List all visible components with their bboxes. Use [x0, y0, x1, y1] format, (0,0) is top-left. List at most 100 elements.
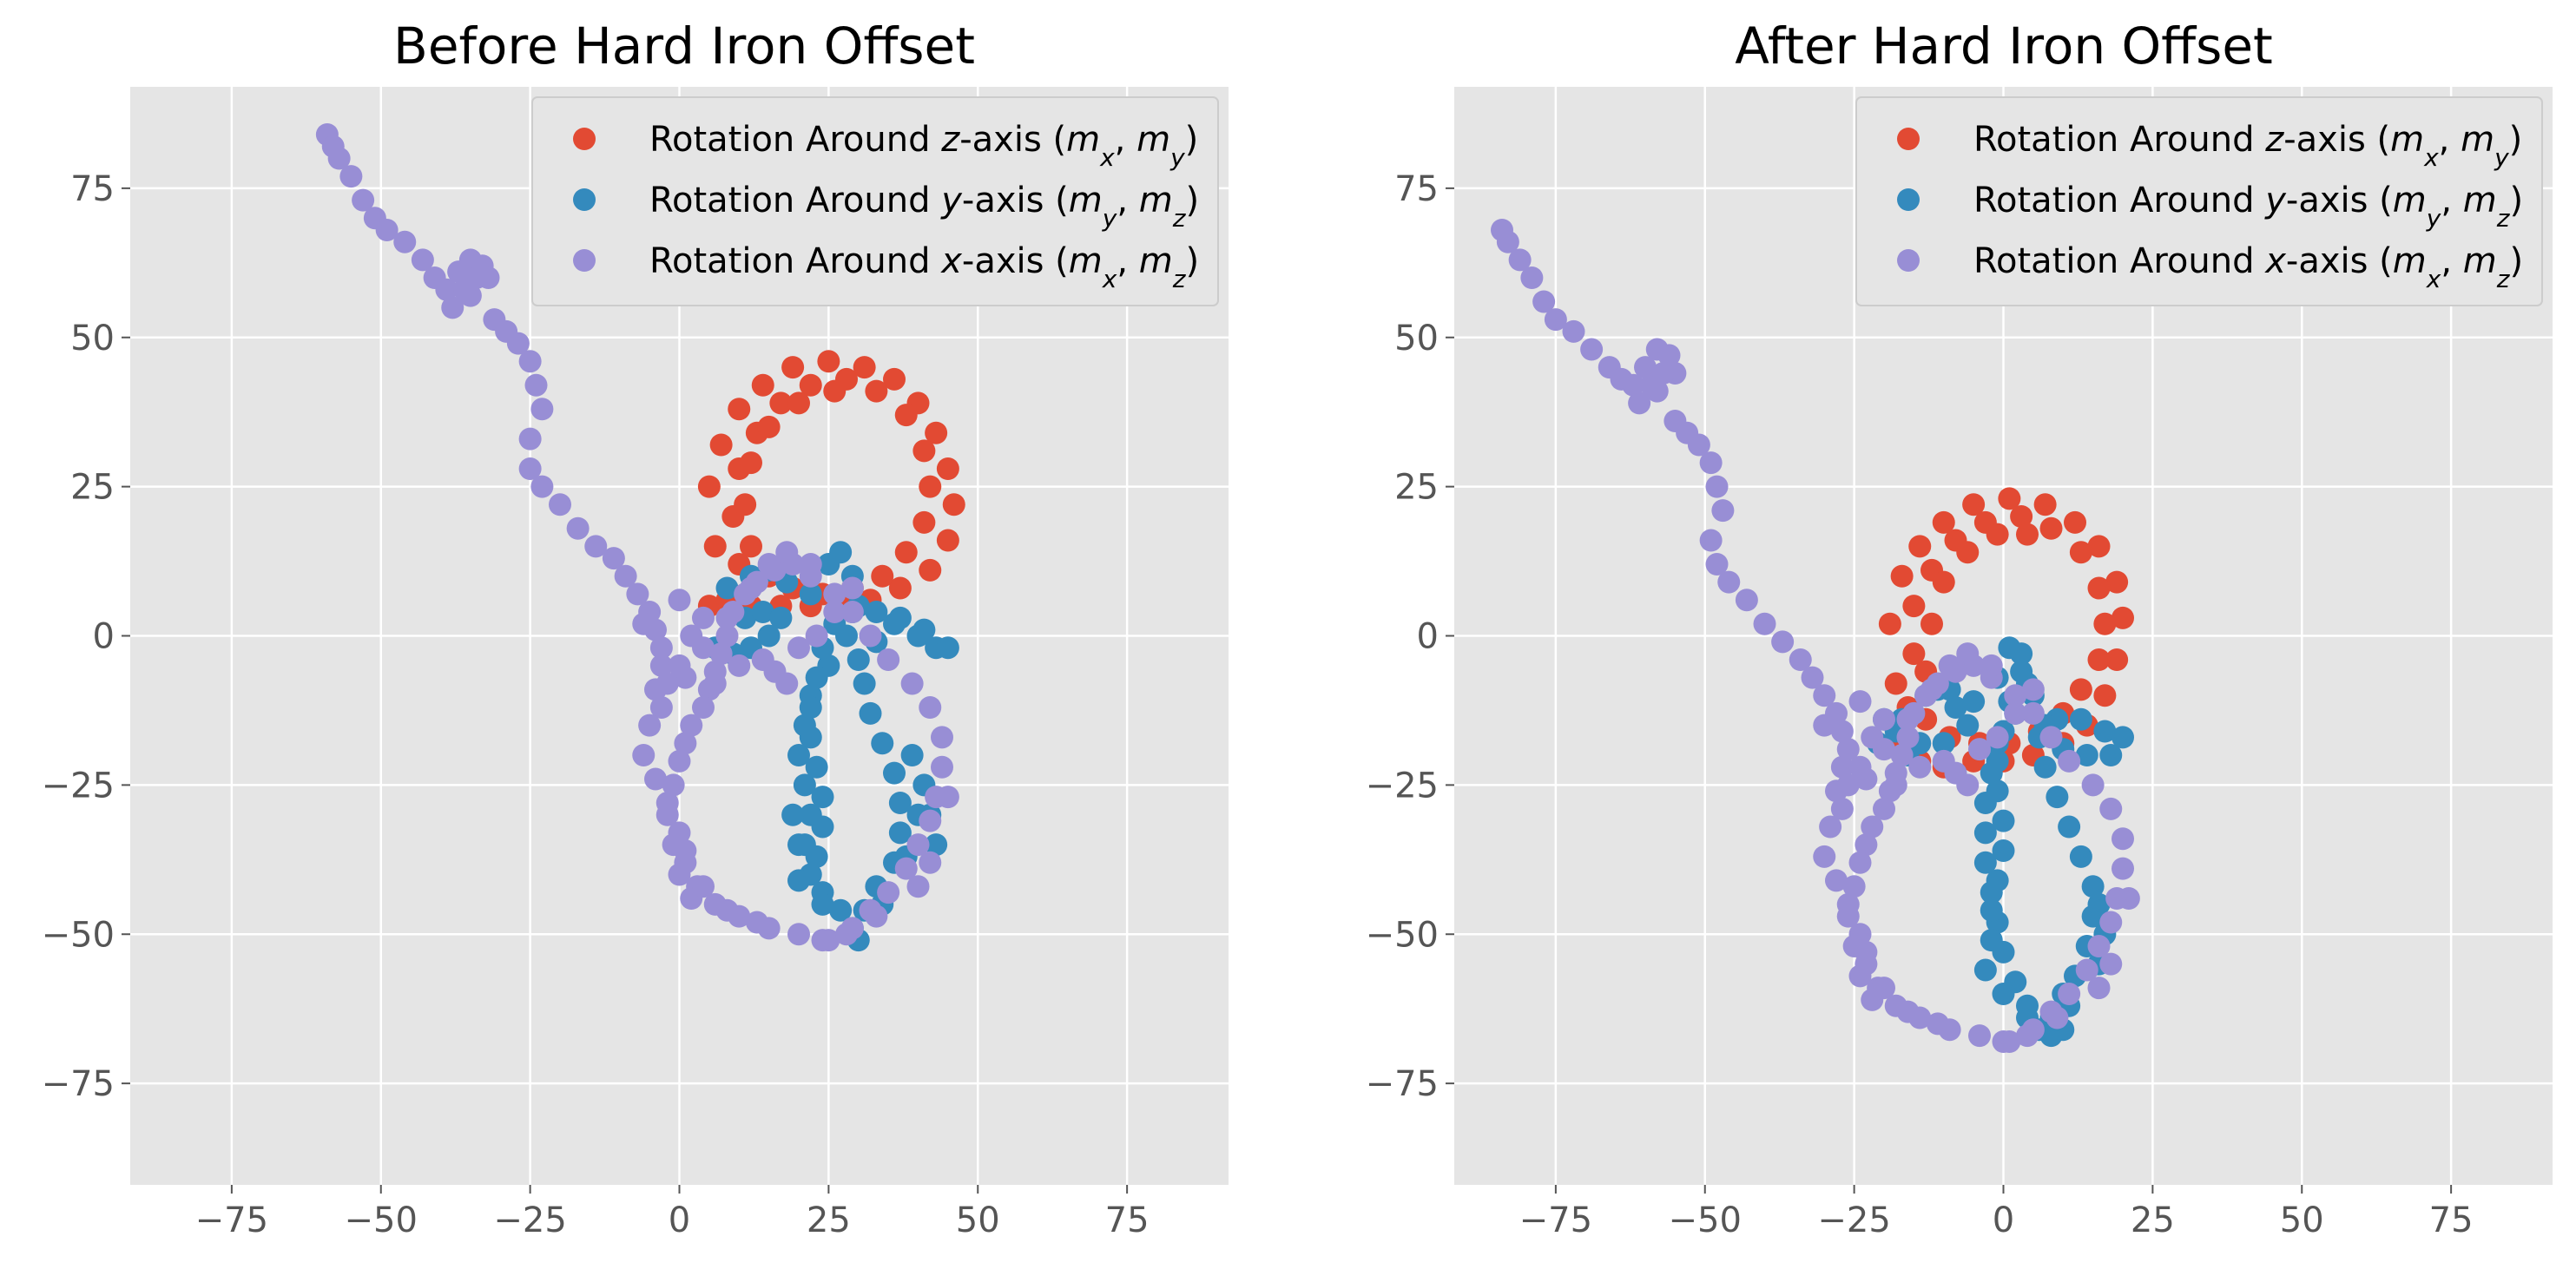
scatter-point	[1562, 319, 1585, 343]
scatter-point	[1980, 929, 2003, 952]
y-tick-label: 50	[70, 319, 115, 358]
scatter-point	[925, 421, 948, 444]
legend-marker	[1897, 249, 1920, 272]
scatter-point	[1884, 773, 1907, 797]
scatter-point	[1986, 779, 2009, 803]
scatter-point	[888, 821, 912, 845]
scatter-point	[549, 493, 571, 516]
scatter-point	[1508, 248, 1532, 272]
gridlines	[130, 87, 1229, 1185]
scatter-point	[1986, 749, 2009, 773]
scatter-point	[787, 869, 810, 892]
x-tick-label: 50	[956, 1200, 1000, 1240]
scatter-point	[811, 786, 834, 809]
scatter-point	[2069, 845, 2092, 868]
scatter-point	[823, 379, 847, 403]
scatter-point	[614, 564, 637, 588]
scatter-point	[668, 589, 691, 612]
scatter-point	[829, 541, 853, 564]
scatter-point	[919, 475, 942, 498]
scatter-point	[2039, 726, 2063, 749]
scatter-point	[2112, 606, 2134, 629]
scatter-point	[894, 404, 918, 427]
scatter-point	[674, 839, 697, 862]
scatter-point	[2112, 726, 2134, 749]
scatter-point	[751, 373, 774, 397]
scatter-point	[936, 457, 959, 480]
scatter-point	[1986, 523, 2009, 546]
scatter-point	[2010, 505, 2033, 528]
scatter-point	[1962, 493, 1986, 516]
scatter-point	[1651, 362, 1675, 385]
scatter-point	[2087, 535, 2111, 558]
tick-labels: −75 −50 −25 0 25 50 75 75 50 25 0 −25 −50 −75	[1366, 169, 2474, 1240]
scatter-point	[1896, 707, 1920, 731]
scatter-point	[2087, 576, 2111, 600]
scatter-point	[1842, 875, 1866, 898]
scatter-point	[912, 618, 936, 641]
scatter-point	[524, 373, 548, 397]
x-tick-label: 75	[2429, 1200, 2474, 1240]
scatter-point	[1699, 529, 1723, 552]
scatter-point	[1926, 1012, 1949, 1036]
y-tick-label: 25	[70, 468, 115, 508]
scatter-point	[1968, 1024, 1991, 1048]
scatter-point	[787, 833, 810, 857]
scatter-point	[1634, 356, 1657, 379]
legend-box	[531, 96, 1219, 306]
scatter-point	[912, 510, 936, 534]
legend-label: Rotation Around z-axis (mx, my)	[1973, 120, 2522, 172]
scatter-point	[638, 714, 662, 737]
scatter-point	[775, 541, 799, 564]
scatter-point	[649, 636, 673, 660]
scatter-point	[2099, 744, 2123, 766]
scatter-point	[602, 547, 625, 570]
scatter-point	[1938, 654, 1961, 677]
scatter-point	[829, 898, 853, 922]
scatter-point	[2075, 958, 2098, 982]
scatter-point	[1932, 570, 1955, 594]
scatter-point	[375, 219, 399, 241]
scatter-point	[787, 744, 810, 766]
scatter-point	[1825, 869, 1848, 892]
scatter-point	[1973, 958, 1997, 982]
scatter-point	[1705, 553, 1729, 576]
scatter-point	[936, 529, 959, 552]
scatter-point	[518, 457, 542, 480]
x-tick-label: 0	[669, 1200, 690, 1240]
scatter-point	[1992, 1030, 2015, 1053]
scatter-point	[936, 636, 959, 660]
scatter-point	[853, 356, 876, 379]
scatter-point	[1908, 755, 1932, 779]
scatter-point	[1855, 833, 1878, 857]
series-x-axis	[315, 123, 959, 952]
scatter-point	[2058, 983, 2081, 1005]
scatter-point	[1813, 845, 1836, 868]
scatter-point	[751, 601, 774, 623]
scatter-point	[2087, 648, 2111, 671]
scatter-point	[668, 863, 691, 886]
y-tick-label: −75	[1366, 1064, 1439, 1104]
y-tick-label: 0	[93, 617, 115, 657]
scatter-point	[1973, 851, 1997, 874]
scatter-point	[2105, 570, 2129, 594]
scatter-point	[1496, 230, 1519, 253]
scatter-point	[865, 379, 888, 403]
legend-label: Rotation Around x-axis (mx, mz)	[1973, 241, 2523, 293]
scatter-point	[584, 535, 608, 558]
scatter-point	[894, 857, 918, 880]
y-tick-label: 75	[70, 169, 115, 209]
scatter-point	[2039, 516, 2063, 540]
scatter-point	[692, 606, 715, 629]
scatter-point	[1855, 767, 1878, 791]
legend-marker	[1897, 128, 1920, 150]
scatter-point	[883, 367, 906, 391]
scatter-point	[2004, 684, 2027, 707]
scatter-point	[1986, 726, 2009, 749]
scatter-point	[649, 696, 673, 719]
scatter-point	[2010, 660, 2033, 683]
y-tick-label: 75	[1394, 169, 1439, 209]
scatter-point	[703, 672, 727, 695]
scatter-point	[2117, 887, 2140, 910]
scatter-point	[506, 332, 530, 355]
